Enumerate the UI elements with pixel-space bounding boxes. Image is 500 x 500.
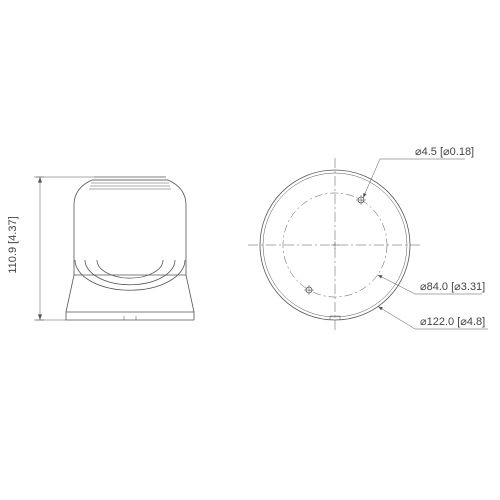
callout-hole-dia: ⌀4.5 [⌀0.18]: [415, 146, 474, 158]
bottom-plan: ⌀4.5 [⌀0.18] ⌀84.0 [⌀3.31] ⌀122.0 [⌀4.8]: [248, 146, 488, 332]
side-elevation: 110.9 [4.37]: [7, 177, 194, 320]
callout-bolt-circle: ⌀84.0 [⌀3.31]: [420, 281, 485, 293]
callout-outer-dia: ⌀122.0 [⌀4.8]: [420, 316, 485, 328]
dim-height-label: 110.9 [4.37]: [7, 216, 19, 273]
